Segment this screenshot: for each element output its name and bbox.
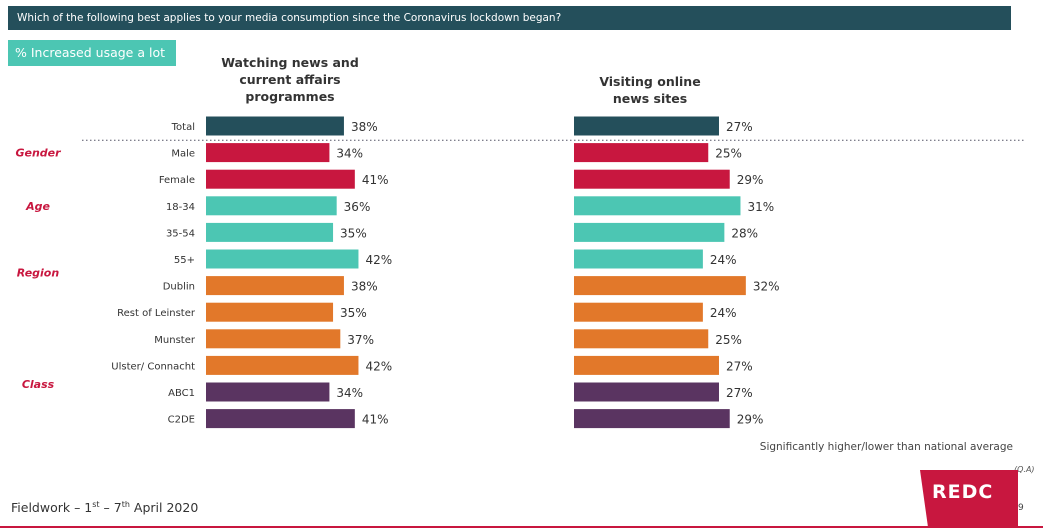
fieldwork-text: Fieldwork – 1: [11, 500, 93, 516]
bar: [574, 302, 703, 322]
bar: [574, 116, 719, 136]
series-title-watching-news: Watching news and current affairs progra…: [190, 54, 390, 105]
redc-logo: [920, 470, 1018, 526]
data-label: 41%: [362, 173, 389, 187]
group-label: Age: [25, 200, 50, 213]
metric-label: % Increased usage a lot: [8, 40, 176, 66]
data-label: 38%: [351, 120, 378, 134]
bar: [206, 276, 344, 296]
question-reference: (Q.A): [1014, 465, 1035, 474]
data-label: 35%: [340, 306, 367, 320]
category-label: Male: [171, 149, 195, 160]
category-label: Dublin: [163, 282, 195, 293]
fieldwork-sup: th: [121, 500, 130, 509]
category-label: 35-54: [166, 228, 195, 239]
category-label: Female: [159, 175, 195, 186]
bar: [206, 302, 334, 322]
bar: [574, 276, 746, 296]
bar: [574, 382, 719, 402]
category-label: Munster: [154, 335, 196, 346]
data-label: 34%: [336, 386, 363, 400]
bottom-rule: [0, 526, 1043, 528]
bar: [574, 409, 730, 429]
fieldwork-text: – 7: [99, 500, 122, 516]
bar: [574, 249, 703, 269]
group-label: Region: [17, 266, 60, 279]
bar: [206, 382, 330, 402]
bar: [574, 196, 741, 216]
data-label: 24%: [710, 253, 737, 267]
series-title-line: programmes: [245, 89, 335, 104]
data-label: 27%: [726, 359, 753, 373]
bar: [206, 329, 341, 349]
data-label: 27%: [726, 386, 753, 400]
series-title-line: Visiting online: [599, 74, 701, 89]
data-label: 25%: [715, 147, 742, 161]
fieldwork-dates: Fieldwork – 1st – 7th April 2020: [11, 500, 198, 515]
data-label: 42%: [365, 253, 392, 267]
category-label: ABC1: [168, 388, 195, 399]
category-label: Total: [171, 122, 195, 133]
bar: [206, 249, 359, 269]
data-label: 35%: [340, 226, 367, 240]
data-label: 42%: [365, 359, 392, 373]
data-label: 27%: [726, 120, 753, 134]
bar: [206, 222, 334, 242]
logo-text: REDC: [932, 481, 994, 503]
bar: [574, 355, 719, 375]
category-label: 55+: [174, 255, 195, 266]
category-label: C2DE: [168, 415, 195, 426]
data-label: 28%: [731, 226, 758, 240]
data-label: 36%: [344, 200, 371, 214]
question-header: Which of the following best applies to y…: [8, 6, 1011, 30]
bar: [206, 169, 355, 189]
data-label: 34%: [336, 147, 363, 161]
bar: [574, 222, 725, 242]
fieldwork-sup: st: [92, 500, 100, 509]
data-label: 29%: [737, 413, 764, 427]
fieldwork-text: April 2020: [129, 500, 199, 516]
category-label: 18-34: [166, 202, 195, 213]
data-label: 38%: [351, 280, 378, 294]
page-number: 9: [1018, 503, 1024, 513]
bar: [206, 116, 344, 136]
data-label: 31%: [747, 200, 774, 214]
footnote: Significantly higher/lower than national…: [759, 441, 1013, 453]
group-label: Gender: [15, 147, 61, 160]
bar: [574, 329, 709, 349]
data-label: 41%: [362, 413, 389, 427]
bar: [206, 355, 359, 375]
data-label: 25%: [715, 333, 742, 347]
data-label: 29%: [737, 173, 764, 187]
bar: [206, 143, 330, 163]
category-label: Ulster/ Connacht: [111, 361, 195, 372]
data-label: 32%: [753, 280, 780, 294]
bar: [206, 196, 337, 216]
bar: [574, 143, 709, 163]
series-title-line: Watching news and: [221, 55, 359, 70]
series-title-online-news: Visiting online news sites: [550, 73, 750, 107]
group-label: Class: [22, 378, 55, 391]
data-label: 24%: [710, 306, 737, 320]
bar: [206, 409, 355, 429]
series-title-line: current affairs: [239, 72, 341, 87]
bar: [574, 169, 730, 189]
data-label: 37%: [347, 333, 374, 347]
category-label: Rest of Leinster: [117, 308, 196, 319]
series-title-line: news sites: [612, 91, 688, 106]
